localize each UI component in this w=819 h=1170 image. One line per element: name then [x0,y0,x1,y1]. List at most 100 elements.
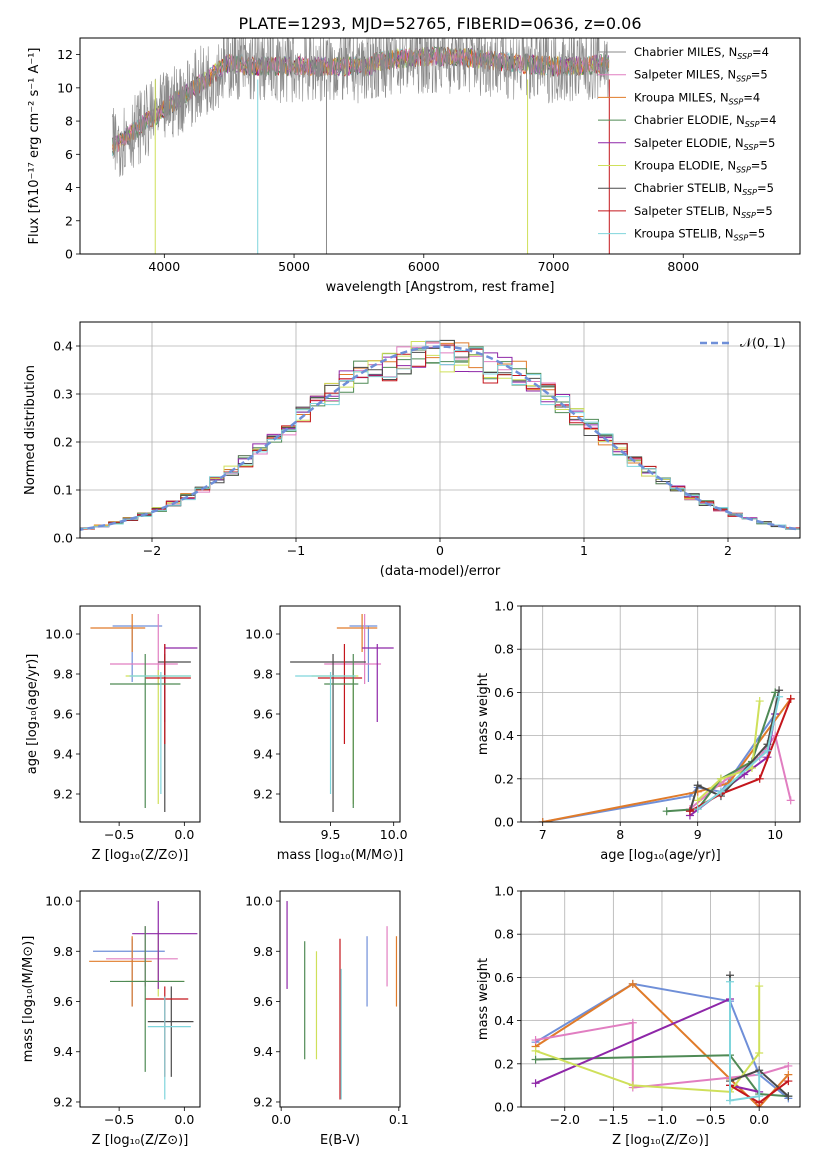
x-axis-label: Z [log₁₀(Z/Z⊙)] [612,1133,709,1148]
weight-point [755,1049,764,1057]
legend-entry: Kroupa STELIB, NSSP=5 [634,227,765,243]
weight-point [784,1077,793,1086]
weight-point [755,1070,764,1079]
y-tick-label: 10.0 [245,894,273,909]
weight-lines [538,686,795,822]
weight-point [662,807,671,816]
x-tick-label: 0 [436,543,444,558]
legend-name: Salpeter STELIB, N [634,204,741,218]
weight-point [531,1036,540,1045]
legend-count: =5 [757,181,774,195]
figure-title: PLATE=1293, MJD=52765, FIBERID=0636, z=0… [238,14,641,33]
y-axis-label: mass weight [476,673,491,755]
weight-point [685,807,694,816]
y-tick-label: 10 [57,80,73,95]
legend-name: Salpeter ELODIE, N [634,136,744,150]
weight-vs-metallicity-panel: −2.0 −1.5 −1.0 −0.5 0.0 0.0 0.2 0.4 0.6 0.8 1.0 Z [… [476,884,801,1148]
y-tick-label: 0.2 [494,771,514,786]
x-tick-label: 5000 [278,259,310,274]
y-axis-label: Flux [fλ10⁻¹⁷ erg cm⁻² s⁻¹ A⁻¹] [27,48,42,245]
y-tick-label: 0 [65,247,73,262]
y-tick-label: 9.6 [53,994,73,1009]
x-tick-label: 0.0 [749,1112,769,1127]
y-tick-label: 0.2 [53,435,73,450]
legend-name: Chabrier STELIB, N [634,181,742,195]
x-tick-label: 9 [694,827,702,842]
y-tick-label: 0.4 [53,339,73,354]
x-tick-label: 8000 [667,259,699,274]
x-axis-label: age [log₁₀(age/yr)] [600,848,721,863]
weight-point [726,977,735,986]
legend-entry: Salpeter MILES, NSSP=5 [634,68,768,84]
axes-frame [520,605,801,823]
x-tick-label: 1 [580,543,588,558]
weight-point [775,692,784,701]
error-bars [286,901,398,1100]
weight-point [531,1079,540,1088]
legend-entry: Salpeter STELIB, NSSP=5 [634,204,773,220]
y-tick-label: 9.8 [53,944,73,959]
legend-subscript: SSP [734,234,749,243]
y-tick-label: 1.0 [494,599,514,614]
weight-point [755,1092,764,1101]
y-tick-label: 0.3 [53,387,73,402]
axes-frame [279,890,401,1108]
x-tick-label: 10.0 [380,827,408,842]
legend-entry: Chabrier ELODIE, NSSP=4 [634,113,776,129]
legend-subscript: SSP [736,166,751,175]
x-tick-label: 7000 [538,259,570,274]
x-tick-label: 0.0 [271,1112,291,1127]
weight-point [628,979,637,988]
x-tick-label: 10 [767,827,783,842]
weight-series-line [697,696,781,810]
y-tick-label: 0.4 [494,728,514,743]
legend-subscript: SSP [729,97,744,106]
weight-point [693,796,702,805]
mass-vs-extinction-panel: 0.0 0.1 9.2 9.4 9.6 9.8 10.0 E(B-V) [245,890,409,1148]
y-tick-label: 10.0 [45,627,73,642]
weight-point [531,1055,540,1064]
y-tick-label: 9.2 [253,1094,273,1109]
y-tick-label: 0.6 [494,685,514,700]
legend-count: =5 [758,136,775,150]
y-axis-label: mass weight [476,958,491,1040]
x-tick-label: −0.5 [104,827,134,842]
y-tick-label: 10.0 [245,627,273,642]
legend-entry: Kroupa ELODIE, NSSP=5 [634,159,768,175]
weight-vs-age-panel: 7 8 9 10 0.0 0.2 0.4 0.6 0.8 1.0 age [log₁₀(age/yr… [476,599,801,863]
axes-frame [520,890,801,1108]
axes-frame [279,605,401,823]
y-axis-label: age [log₁₀(age/yr)] [25,654,40,775]
x-tick-label: −1.5 [598,1112,628,1127]
legend-entry: Chabrier STELIB, NSSP=5 [634,181,774,197]
spectrum-line [112,38,610,177]
weight-point [716,787,725,796]
y-tick-label: 0.0 [494,1100,514,1115]
x-tick-label: 0.1 [389,1112,409,1127]
axes-frame [79,37,801,255]
weight-point [755,774,764,783]
legend-count: =5 [748,227,765,241]
x-tick-label: −2 [143,543,161,558]
spectrum-panel: 4000 5000 6000 7000 8000 0 2 4 6 8 10 12 wavelength … [27,37,801,295]
x-tick-label: 0.0 [174,827,194,842]
legend-name: Kroupa STELIB, N [634,227,734,241]
x-tick-label: −0.5 [695,1112,725,1127]
x-tick-label: −0.5 [104,1112,134,1127]
x-tick-label: 7 [539,827,547,842]
y-tick-label: 4 [65,180,73,195]
x-axis-label: (data-model)/error [380,564,501,579]
weight-point [693,805,702,814]
y-tick-label: 9.4 [53,747,73,762]
weight-point [755,697,764,706]
y-tick-label: 9.4 [253,747,273,762]
y-tick-label: 9.6 [53,707,73,722]
y-tick-label: 10.0 [45,894,73,909]
weight-point [531,1046,540,1055]
axes-frame [79,890,201,1108]
y-tick-label: 0.4 [494,1013,514,1028]
legend-entry: Kroupa MILES, NSSP=4 [634,90,760,106]
legend-name: Kroupa MILES, N [634,90,729,104]
residual-histogram-panel: −2 −1 0 1 2 0.0 0.1 0.2 0.3 0.4 (data-model)/error… [23,321,801,579]
